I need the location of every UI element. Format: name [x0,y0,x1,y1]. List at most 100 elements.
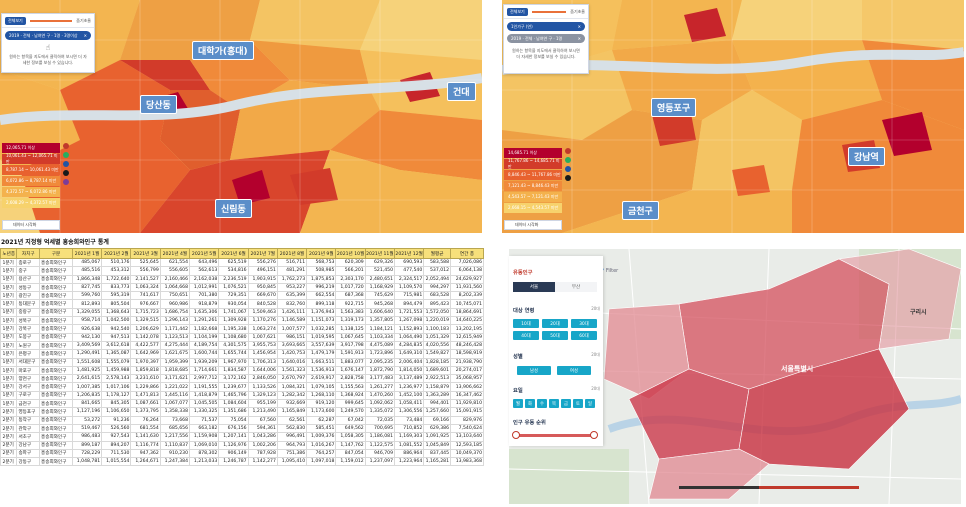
table-cell[interactable]: 1,741,067 [218,307,249,318]
tab-busan[interactable]: 부산 [555,282,597,292]
table-cell[interactable]: 812,893 [71,299,103,309]
table-cell[interactable]: 2,619,917 [306,374,337,384]
table-cell[interactable]: 1,116,774 [130,440,161,450]
table-cell[interactable]: 1,706,313 [247,357,278,367]
table-cell[interactable]: 1,426,111 [276,307,308,318]
table-cell[interactable]: 1,126,976 [218,440,249,450]
table-cell[interactable]: 1,058,305 [335,432,366,442]
table-cell[interactable]: 729,351 [218,291,249,301]
table-cell[interactable]: 1분기 [0,291,18,301]
table-cell[interactable]: 흥송희와인구 [39,257,73,268]
table-cell[interactable]: 흥송희와인구 [39,423,73,434]
table-cell[interactable]: 1,097,018 [306,457,337,467]
table-cell[interactable]: 953,227 [276,282,308,293]
column-header[interactable]: 2021년 1월 [71,248,103,259]
table-cell[interactable]: 1,184,121 [364,324,396,334]
table-cell[interactable]: 1,170,276 [247,316,278,326]
opacity-slider[interactable] [29,19,73,22]
table-cell[interactable]: 1,715,723 [130,307,161,318]
table-cell[interactable]: 1,459,988 [101,365,132,376]
age-pill[interactable]: 60대 [571,331,597,340]
table-cell[interactable]: 흥송희와인구 [39,399,73,409]
table-cell[interactable]: 20,274,017 [450,365,484,376]
table-cell[interactable]: 11,929,810 [450,399,484,409]
table-cell[interactable]: 1,141,630 [130,432,161,442]
table-cell[interactable]: 1,007,577 [276,324,308,334]
table-cell[interactable]: 1,762,273 [276,274,308,284]
table-cell[interactable]: 성동구 [16,282,41,293]
table-cell[interactable]: 11,931,560 [450,282,484,293]
table-cell[interactable]: 흥송희와인구 [39,457,73,467]
table-cell[interactable]: 흥송희와인구 [39,432,73,442]
table-cell[interactable]: 3,612,618 [101,340,132,351]
table-cell[interactable]: 1,268,110 [306,390,337,401]
table-cell[interactable]: 715,981 [393,291,425,301]
table-cell[interactable]: 562,613 [189,266,220,276]
table-cell[interactable]: 1,064,668 [159,282,191,293]
table-cell[interactable]: 1,142,078 [130,332,161,342]
table-cell[interactable]: 986,151 [276,332,308,342]
table-cell[interactable]: 1,239,677 [218,382,249,392]
choropleth-map[interactable] [0,0,482,233]
toggle-label[interactable]: 줌기초율 [76,17,91,23]
legend-item[interactable]: 2,668.15 ~ 4,543.57 미만 [504,203,562,213]
color-scheme-picker[interactable] [565,148,571,181]
table-cell[interactable]: 1,191,555 [189,382,220,392]
table-cell[interactable]: 1,261,277 [364,382,396,392]
table-cell[interactable]: 3,409,569 [71,340,103,351]
table-cell[interactable]: 1,883,077 [335,357,366,367]
table-cell[interactable]: 894,207 [101,440,132,450]
region-label[interactable]: 강남역 [848,147,885,166]
table-cell[interactable]: 621,554 [159,257,191,268]
view-all-button[interactable]: 전체보기 [5,16,26,25]
table-cell[interactable]: 12,593,185 [450,440,484,450]
table-cell[interactable]: 687,368 [335,291,366,301]
table-cell[interactable]: 1,152,893 [393,324,425,334]
age-pill[interactable]: 40대 [513,331,539,340]
table-cell[interactable]: 1,067,077 [159,399,191,409]
data-viz-footer[interactable]: 데이터 시각화 [2,220,60,230]
table-cell[interactable]: 16,347,462 [450,390,484,401]
table-cell[interactable]: 1,621,675 [159,349,191,359]
table-cell[interactable]: 2,006,404 [393,357,425,367]
table-cell[interactable]: 18,598,919 [450,349,484,359]
filter-chip[interactable]: 1인가구 (연) ✕ [507,22,585,31]
table-cell[interactable]: 2,324,517 [393,274,425,284]
table-cell[interactable]: 1,329,515 [130,316,161,326]
table-cell[interactable]: 흥송희와인구 [39,266,73,276]
table-cell[interactable]: 73,668 [159,415,191,425]
table-cell[interactable]: 829,976 [450,415,484,425]
table-cell[interactable]: 구로구 [16,390,41,401]
region-label[interactable]: 금천구 [622,201,659,220]
table-cell[interactable]: 1,108,680 [218,332,249,342]
table-cell[interactable]: 노원구 [16,340,41,351]
table-cell[interactable]: 950,845 [247,282,278,293]
table-cell[interactable]: 72,035 [364,415,396,425]
table-cell[interactable]: 1,012,991 [189,282,220,293]
table-cell[interactable]: 흥송희와인구 [39,340,73,351]
table-cell[interactable]: 683,528 [423,291,451,301]
table-cell[interactable]: 73,484 [393,415,425,425]
table-cell[interactable]: 1,249,570 [335,407,366,417]
table-cell[interactable]: 1,007,385 [71,382,103,392]
rank-slider[interactable] [512,431,598,439]
table-cell[interactable]: 1,195,338 [218,324,249,334]
table-cell[interactable]: 805,504 [101,299,132,309]
age-pill[interactable]: 30대 [571,319,597,328]
table-cell[interactable]: 685,656 [159,423,191,434]
table-cell[interactable]: 2,095,235 [364,357,396,367]
table-cell[interactable]: 흥송희와인구 [39,407,73,417]
table-cell[interactable]: 629,326 [364,257,396,268]
table-cell[interactable]: 2분기 [0,457,18,467]
color-dot[interactable] [565,175,571,181]
table-cell[interactable]: 741,617 [130,291,161,301]
table-cell[interactable]: 1,213,490 [247,407,278,417]
table-cell[interactable]: 1,084,604 [218,399,249,409]
table-cell[interactable]: 1,159,908 [189,432,220,442]
region-label[interactable]: 영등포구 [651,98,697,117]
day-pill[interactable]: 일 [585,399,595,408]
table-cell[interactable]: 599,760 [71,291,103,301]
table-cell[interactable]: 1,223,964 [393,457,425,467]
table-cell[interactable]: 10,745,071 [450,299,484,309]
table-cell[interactable]: 1,296,143 [159,316,191,326]
